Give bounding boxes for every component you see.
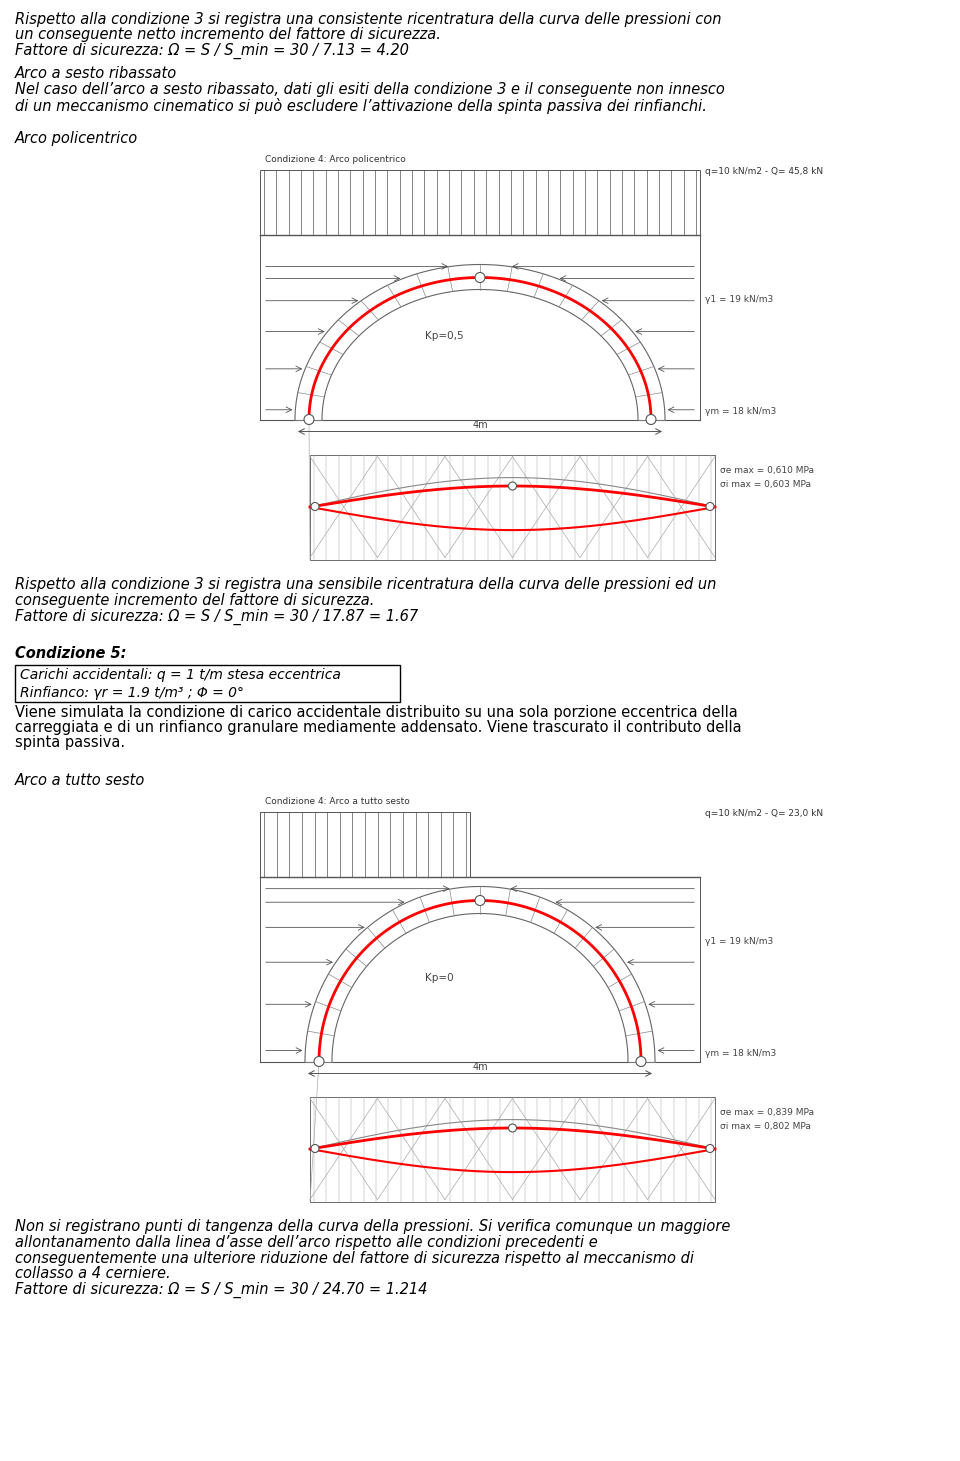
Bar [310, 1097, 715, 1201]
Text: spinta passiva.: spinta passiva. [15, 735, 125, 751]
Text: Condizione 5:: Condizione 5: [15, 646, 127, 660]
Text: allontanamento dalla linea d’asse dell’arco rispetto alle condizioni precedenti : allontanamento dalla linea d’asse dell’a… [15, 1235, 598, 1251]
Bar [260, 811, 470, 877]
Circle shape [311, 503, 319, 510]
Text: Viene simulata la condizione di carico accidentale distribuito su una sola porzi: Viene simulata la condizione di carico a… [15, 704, 737, 719]
Circle shape [475, 273, 485, 282]
Circle shape [475, 896, 485, 906]
Text: Condizione 4: Arco policentrico: Condizione 4: Arco policentrico [265, 155, 406, 164]
Circle shape [314, 1056, 324, 1067]
Text: Fattore di sicurezza: Ω = S / S_min = 30 / 17.87 = 1.67: Fattore di sicurezza: Ω = S / S_min = 30… [15, 608, 419, 625]
Text: Arco a sesto ribassato: Arco a sesto ribassato [15, 67, 178, 82]
Text: σi max = 0,802 MPa: σi max = 0,802 MPa [720, 1122, 811, 1131]
Text: di un meccanismo cinematico si può escludere l’attivazione della spinta passiva : di un meccanismo cinematico si può esclu… [15, 98, 707, 114]
Text: carreggiata e di un rinfianco granulare mediamente addensato. Viene trascurato i: carreggiata e di un rinfianco granulare … [15, 720, 742, 735]
Circle shape [636, 1056, 646, 1067]
Circle shape [509, 1124, 516, 1132]
Text: Arco policentrico: Arco policentrico [15, 131, 138, 146]
Text: 4m: 4m [472, 1062, 488, 1072]
Text: Kp=0,5: Kp=0,5 [425, 332, 464, 342]
Circle shape [646, 415, 656, 425]
Text: σe max = 0,839 MPa: σe max = 0,839 MPa [720, 1109, 814, 1118]
Text: conseguentemente una ulteriore riduzione del fattore di sicurezza rispetto al me: conseguentemente una ulteriore riduzione… [15, 1251, 694, 1265]
Text: Fattore di sicurezza: Ω = S / S_min = 30 / 24.70 = 1.214: Fattore di sicurezza: Ω = S / S_min = 30… [15, 1281, 427, 1297]
Text: σi max = 0,603 MPa: σi max = 0,603 MPa [720, 481, 811, 489]
Text: Kp=0: Kp=0 [425, 973, 454, 983]
Circle shape [304, 415, 314, 425]
Circle shape [706, 1144, 714, 1153]
Text: q=10 kN/m2 - Q= 45,8 kN: q=10 kN/m2 - Q= 45,8 kN [705, 167, 823, 175]
Text: conseguente incremento del fattore di sicurezza.: conseguente incremento del fattore di si… [15, 593, 374, 608]
Text: Rinfianco: γr = 1.9 t/m³ ; Φ = 0°: Rinfianco: γr = 1.9 t/m³ ; Φ = 0° [20, 685, 244, 700]
Text: un conseguente netto incremento del fattore di sicurezza.: un conseguente netto incremento del fatt… [15, 28, 441, 42]
Circle shape [509, 482, 516, 489]
Text: γm = 18 kN/m3: γm = 18 kN/m3 [705, 408, 777, 416]
Bar [15, 665, 400, 701]
Text: Carichi accidentali: q = 1 t/m stesa eccentrica: Carichi accidentali: q = 1 t/m stesa ecc… [20, 669, 341, 682]
Bar [310, 454, 715, 560]
Text: σe max = 0,610 MPa: σe max = 0,610 MPa [720, 466, 814, 475]
Text: 4m: 4m [472, 421, 488, 431]
Text: γ1 = 19 kN/m3: γ1 = 19 kN/m3 [705, 937, 773, 945]
Text: Arco a tutto sesto: Arco a tutto sesto [15, 773, 145, 787]
Text: Nel caso dell’arco a sesto ribassato, dati gli esiti della condizione 3 e il con: Nel caso dell’arco a sesto ribassato, da… [15, 82, 725, 96]
Text: q=10 kN/m2 - Q= 23,0 kN: q=10 kN/m2 - Q= 23,0 kN [705, 808, 823, 818]
Text: collasso a 4 cerniere.: collasso a 4 cerniere. [15, 1267, 171, 1281]
Text: Rispetto alla condizione 3 si registra una consistente ricentratura della curva : Rispetto alla condizione 3 si registra u… [15, 12, 722, 26]
Text: Rispetto alla condizione 3 si registra una sensibile ricentratura della curva de: Rispetto alla condizione 3 si registra u… [15, 577, 716, 593]
Text: Non si registrano punti di tangenza della curva della pressioni. Si verifica com: Non si registrano punti di tangenza dell… [15, 1220, 731, 1235]
Bar [260, 169, 700, 235]
Circle shape [311, 1144, 319, 1153]
Text: Fattore di sicurezza: Ω = S / S_min = 30 / 7.13 = 4.20: Fattore di sicurezza: Ω = S / S_min = 30… [15, 42, 409, 60]
Text: Condizione 4: Arco a tutto sesto: Condizione 4: Arco a tutto sesto [265, 796, 410, 805]
Text: γ1 = 19 kN/m3: γ1 = 19 kN/m3 [705, 295, 773, 304]
Circle shape [706, 503, 714, 510]
Text: γm = 18 kN/m3: γm = 18 kN/m3 [705, 1049, 777, 1058]
